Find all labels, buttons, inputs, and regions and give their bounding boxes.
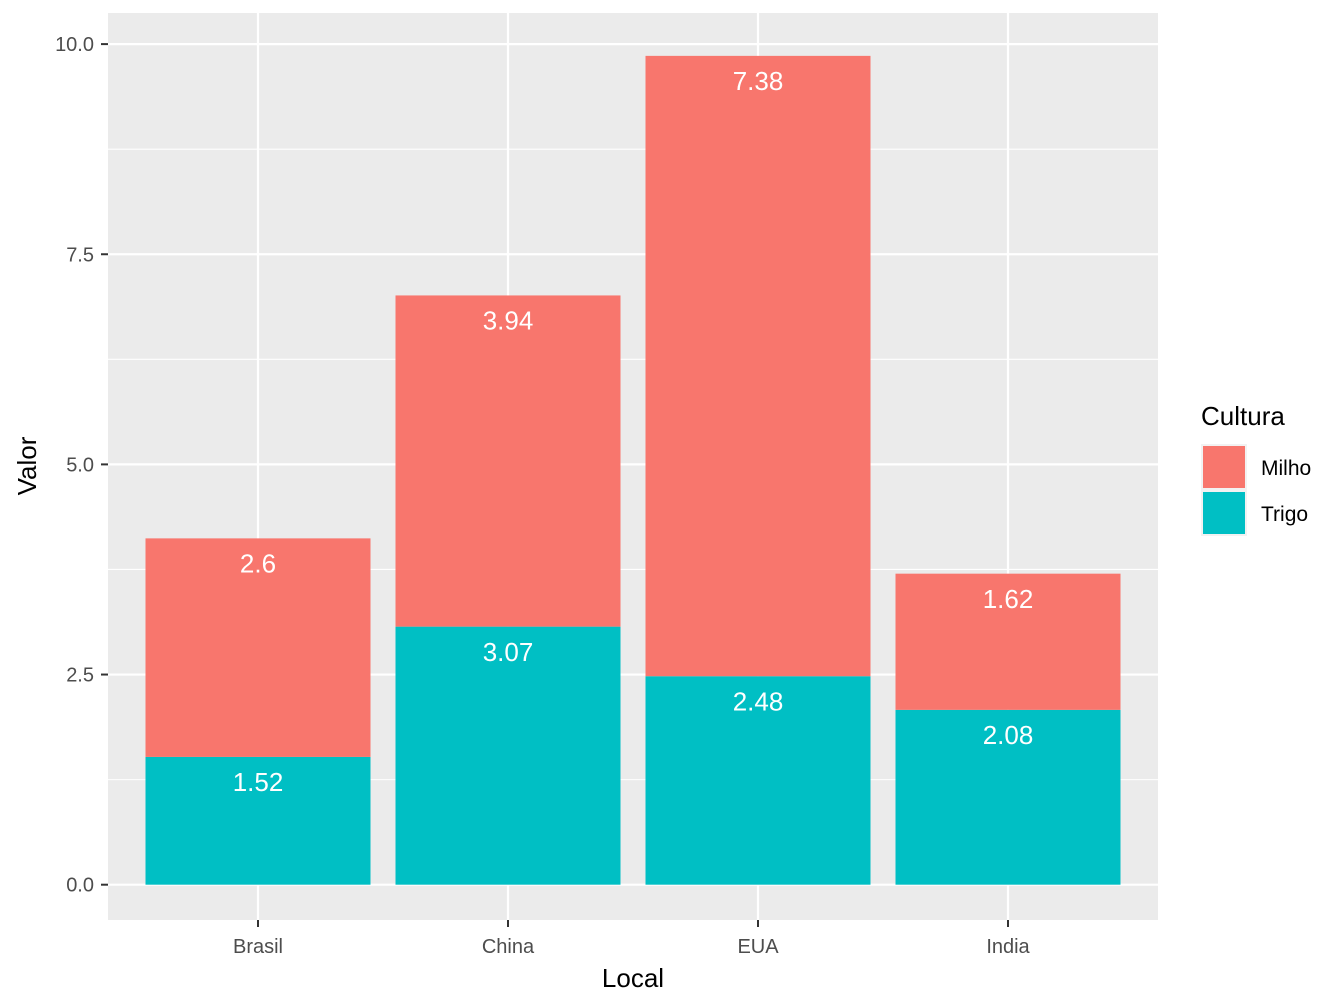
- y-axis-title: Valor: [12, 436, 42, 495]
- bar-milho-brasil: [145, 538, 371, 757]
- bar-trigo-india: [895, 709, 1121, 885]
- legend-label-trigo: Trigo: [1261, 503, 1308, 526]
- bar-trigo-brasil: [145, 756, 371, 885]
- data-label-trigo-eua: 2.48: [733, 686, 784, 716]
- data-label-trigo-china: 3.07: [483, 637, 534, 667]
- y-tick-label: 0.0: [66, 875, 94, 897]
- bar-trigo-china: [395, 626, 621, 885]
- y-tick-label: 5.0: [66, 454, 94, 476]
- data-label-milho-eua: 7.38: [733, 66, 784, 96]
- data-label-milho-brasil: 2.6: [240, 549, 276, 579]
- y-axis: 0.0 2.5 5.0 7.5 10.0: [55, 34, 108, 897]
- bars: [145, 55, 1121, 885]
- bar-milho-india: [895, 573, 1121, 710]
- legend-key-milho: [1203, 446, 1245, 488]
- data-labels: 1.52 2.6 3.07 3.94 2.48 7.38 2.08 1.62: [233, 66, 1034, 797]
- y-tick-label: 2.5: [66, 665, 94, 687]
- legend-label-milho: Milho: [1261, 457, 1311, 480]
- bar-trigo-eua: [645, 676, 871, 885]
- x-axis: Brasil China EUA India: [233, 920, 1031, 958]
- data-label-milho-china: 3.94: [483, 306, 534, 336]
- x-tick-label: EUA: [737, 936, 779, 958]
- bar-milho-eua: [645, 55, 871, 677]
- legend-title: Cultura: [1201, 401, 1285, 431]
- x-tick-label: China: [482, 936, 535, 958]
- x-axis-title: Local: [602, 963, 664, 993]
- x-tick-label: Brasil: [233, 936, 283, 958]
- data-label-trigo-india: 2.08: [983, 720, 1034, 750]
- y-tick-label: 7.5: [66, 244, 94, 266]
- x-tick-label: India: [986, 936, 1030, 958]
- data-label-milho-india: 1.62: [983, 584, 1034, 614]
- y-tick-label: 10.0: [55, 34, 94, 56]
- legend: Cultura Milho Trigo: [1201, 401, 1311, 536]
- bar-milho-china: [395, 295, 621, 627]
- legend-key-trigo: [1203, 492, 1245, 534]
- data-label-trigo-brasil: 1.52: [233, 767, 284, 797]
